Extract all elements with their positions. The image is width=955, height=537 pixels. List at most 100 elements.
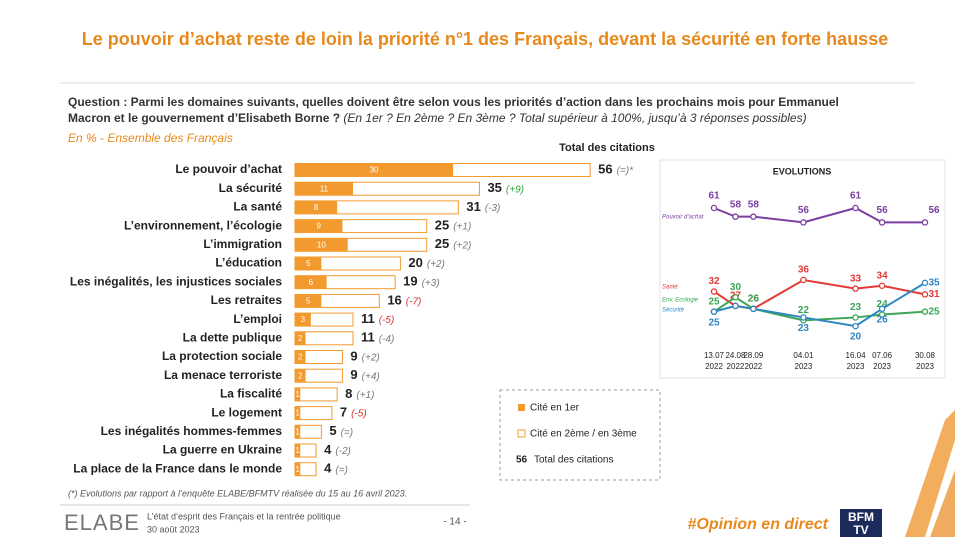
value-label: 26 xyxy=(748,293,760,304)
value-label: 26 xyxy=(748,293,760,304)
value-label: 56 xyxy=(798,205,810,216)
point xyxy=(878,305,886,313)
first-label: 5 xyxy=(306,259,311,268)
first-label: 11 xyxy=(320,184,329,193)
category-label: La menace terroriste xyxy=(164,368,282,382)
x-tick-label: 04.01 xyxy=(793,351,814,360)
total-label: 4 xyxy=(324,442,332,457)
total-label: 19 xyxy=(403,274,417,289)
first-bar xyxy=(295,275,327,289)
point xyxy=(710,288,718,295)
first-bar xyxy=(295,387,301,401)
first-bar xyxy=(295,238,348,252)
subtitle: En % - Ensemble des Français xyxy=(68,131,233,145)
total-label: 25 xyxy=(435,218,449,233)
category-label: La protection sociale xyxy=(162,349,282,363)
first-label: 2 xyxy=(298,334,303,343)
total-label: 8 xyxy=(345,386,352,401)
series-line xyxy=(713,206,925,224)
hashtag: #Opinion en direct xyxy=(688,516,829,533)
x-tick-year: 2022 xyxy=(727,362,745,371)
category-label: Le pouvoir d’achat xyxy=(175,162,282,176)
value-label: 56 xyxy=(928,205,940,216)
logo-text: BFM xyxy=(848,510,874,524)
title: Le pouvoir d’achat reste de loin la prio… xyxy=(82,29,888,49)
point xyxy=(800,314,807,321)
first-bar xyxy=(295,163,454,177)
total-label: 11 xyxy=(361,330,375,345)
legend-label: Cité en 1er xyxy=(530,403,580,414)
change-label: (-3) xyxy=(485,203,501,214)
study: L’état d’esprit des Français et la rentr… xyxy=(147,511,341,521)
first-label: 1 xyxy=(295,409,300,418)
category-label: L’immigration xyxy=(203,237,282,251)
point xyxy=(732,294,739,301)
value-label: 26 xyxy=(877,314,889,325)
total-label: 5 xyxy=(329,423,336,438)
value-label: 25 xyxy=(708,317,720,328)
category-label: L’environnement, l’écologie xyxy=(124,218,282,232)
value-label: 33 xyxy=(850,273,862,284)
series-line xyxy=(713,296,926,322)
category-label: La fiscalité xyxy=(220,387,282,401)
total-bar xyxy=(294,406,333,421)
point xyxy=(921,219,929,226)
question-note: (En 1er ? En 2ème ? En 3ème ? Total supé… xyxy=(343,111,806,125)
change-label: (+2) xyxy=(453,240,471,251)
first-label: 2 xyxy=(298,353,303,362)
total-label: 9 xyxy=(350,367,357,382)
value-label: 23 xyxy=(798,323,810,334)
first-bar xyxy=(295,313,311,327)
first-label: 9 xyxy=(316,222,321,231)
category-label: La dette publique xyxy=(183,330,283,344)
point xyxy=(750,305,757,313)
series-name: Pouvoir d’achat xyxy=(662,215,704,221)
logo xyxy=(840,509,882,537)
point xyxy=(921,291,929,298)
x-tick-year: 2023 xyxy=(916,362,934,371)
decor xyxy=(905,410,955,537)
change-label: (-5) xyxy=(379,315,395,326)
category-label: Les retraites xyxy=(211,293,283,307)
first-label: 1 xyxy=(295,465,300,474)
x-tick-label: 30.08 xyxy=(915,351,936,360)
category-label: L’éducation xyxy=(215,256,282,270)
series-name: Env. Ecologie xyxy=(662,298,699,304)
brand: ELABE xyxy=(64,510,140,535)
change-label: (-5) xyxy=(351,409,367,420)
total-label: 35 xyxy=(487,180,501,195)
change-label: (=)* xyxy=(617,166,635,177)
first-bar xyxy=(295,200,338,214)
point xyxy=(878,219,886,226)
change-label: (+2) xyxy=(427,259,445,270)
value-label: 25 xyxy=(708,296,720,307)
legend-swatch xyxy=(517,429,526,438)
x-tick-year: 2023 xyxy=(795,362,813,371)
first-label: 1 xyxy=(295,446,300,455)
first-bar xyxy=(295,294,322,308)
logo-text: TV xyxy=(853,523,868,537)
change-label: (-2) xyxy=(335,446,351,457)
category-label: Les inégalités hommes-femmes xyxy=(101,424,283,438)
category-label: La santé xyxy=(233,200,282,214)
first-bar xyxy=(295,369,306,383)
x-tick-year: 2022 xyxy=(705,362,723,371)
point xyxy=(921,279,929,287)
first-label: 1 xyxy=(295,427,300,436)
first-bar xyxy=(295,425,301,439)
study-date: 30 août 2023 xyxy=(147,524,200,534)
total-bar xyxy=(294,387,338,402)
evolution-title: EVOLUTIONS xyxy=(773,166,832,176)
decor xyxy=(930,470,955,537)
first-label: 5 xyxy=(306,297,311,306)
value-label: 36 xyxy=(798,265,810,276)
first-bar xyxy=(295,350,306,364)
first-bar xyxy=(295,331,306,345)
point xyxy=(852,285,859,292)
change-label: (=) xyxy=(335,465,348,476)
point xyxy=(878,282,886,290)
point xyxy=(852,322,859,330)
value-label: 30 xyxy=(730,282,742,293)
category-label: Les inégalités, les injustices sociales xyxy=(70,274,282,288)
